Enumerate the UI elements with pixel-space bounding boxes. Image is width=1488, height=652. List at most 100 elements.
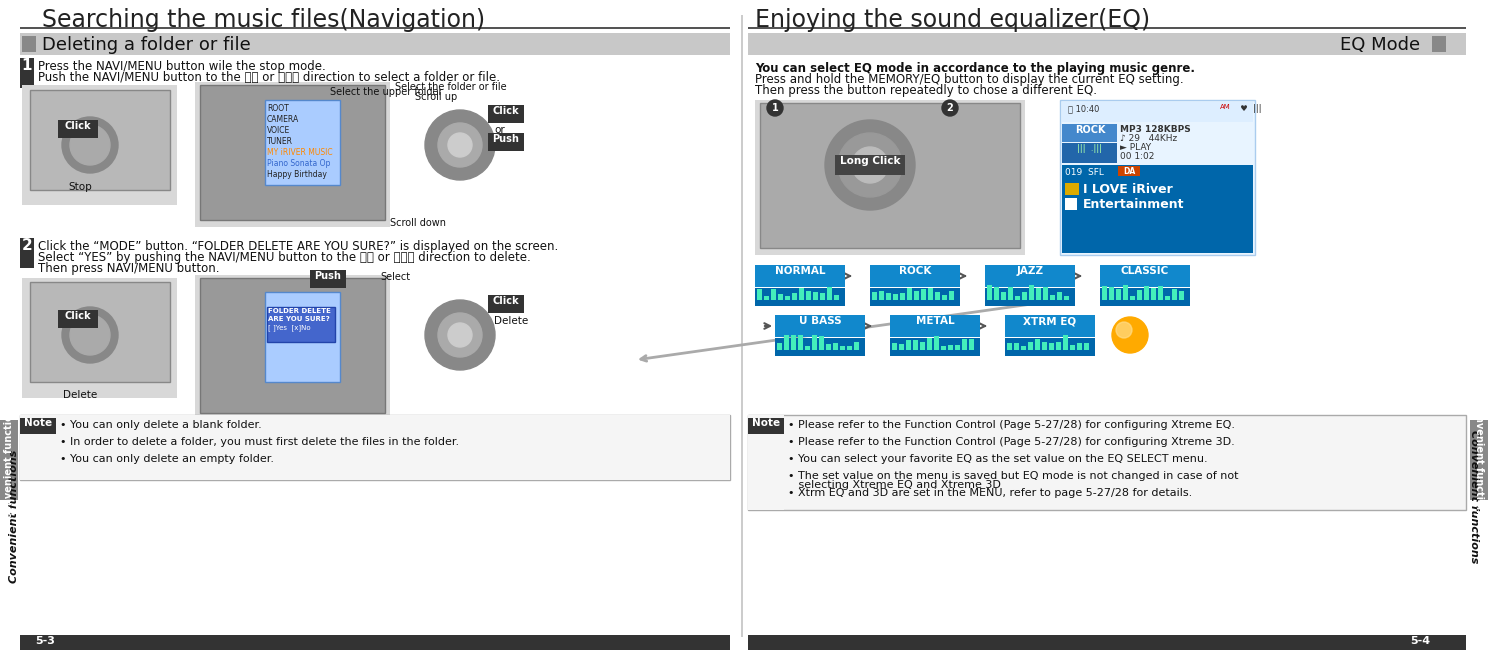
Bar bbox=[748, 415, 1466, 510]
Bar bbox=[914, 289, 920, 300]
Bar bbox=[748, 27, 1466, 29]
Bar bbox=[754, 100, 1025, 255]
Bar bbox=[835, 155, 905, 175]
Text: Delete: Delete bbox=[62, 390, 97, 400]
Bar bbox=[1100, 265, 1190, 287]
Bar bbox=[741, 15, 743, 637]
Circle shape bbox=[448, 133, 472, 157]
Bar bbox=[30, 282, 170, 382]
Text: 1: 1 bbox=[22, 58, 33, 73]
Bar bbox=[0, 420, 18, 500]
Text: Select the upper folder: Select the upper folder bbox=[330, 87, 442, 97]
Bar bbox=[805, 337, 809, 350]
Text: MP3 128KBPS: MP3 128KBPS bbox=[1120, 125, 1190, 134]
Bar bbox=[1152, 285, 1156, 300]
Bar bbox=[955, 345, 960, 350]
Bar bbox=[266, 307, 335, 342]
Text: CLASSIC: CLASSIC bbox=[1120, 266, 1170, 276]
Bar bbox=[775, 338, 865, 356]
Bar bbox=[30, 90, 170, 190]
Text: • You can only delete an empty folder.: • You can only delete an empty folder. bbox=[60, 454, 274, 464]
Bar bbox=[195, 82, 390, 227]
Text: • Please refer to the Function Control (Page 5-27/28) for configuring Xtreme EQ.: • Please refer to the Function Control (… bbox=[789, 420, 1235, 430]
Bar bbox=[58, 120, 98, 138]
Text: 5-3: 5-3 bbox=[36, 636, 55, 646]
Bar bbox=[754, 265, 845, 287]
Bar bbox=[784, 339, 789, 350]
Text: Searching the music files(Navigation): Searching the music files(Navigation) bbox=[42, 8, 485, 32]
Bar bbox=[949, 291, 954, 300]
Bar bbox=[827, 295, 832, 300]
Text: VOICE: VOICE bbox=[266, 126, 290, 135]
Text: ► PLAY: ► PLAY bbox=[1120, 143, 1152, 152]
Text: • You can only delete a blank folder.: • You can only delete a blank folder. bbox=[60, 420, 262, 430]
Bar bbox=[1070, 335, 1074, 350]
Bar bbox=[826, 342, 830, 350]
Text: Convenient functions: Convenient functions bbox=[1475, 401, 1484, 519]
Text: • You can select your favorite EQ as the set value on the EQ SELECT menu.: • You can select your favorite EQ as the… bbox=[789, 454, 1208, 464]
Text: Push: Push bbox=[493, 134, 519, 144]
Circle shape bbox=[62, 117, 118, 173]
Bar bbox=[879, 286, 884, 300]
Bar bbox=[891, 344, 897, 350]
Text: 2: 2 bbox=[22, 238, 33, 253]
Bar bbox=[1117, 166, 1140, 176]
Text: ROCK: ROCK bbox=[899, 266, 931, 276]
Text: 1: 1 bbox=[772, 103, 778, 113]
Bar bbox=[833, 293, 839, 300]
Bar bbox=[1062, 102, 1253, 122]
Text: Push the NAVI/MENU button to the ⏮⏮ or ⏯⏯⏩ direction to select a folder or file.: Push the NAVI/MENU button to the ⏮⏮ or ⏯… bbox=[39, 71, 500, 84]
Text: 5-4: 5-4 bbox=[1409, 636, 1430, 646]
Text: CAMERA: CAMERA bbox=[266, 115, 299, 124]
Bar bbox=[985, 288, 1074, 306]
Text: Scroll down: Scroll down bbox=[390, 218, 446, 228]
Bar bbox=[812, 338, 817, 350]
Circle shape bbox=[62, 307, 118, 363]
Text: Select: Select bbox=[379, 272, 411, 282]
Bar bbox=[847, 337, 853, 350]
Bar bbox=[1158, 288, 1164, 300]
Bar bbox=[934, 336, 939, 350]
Bar bbox=[792, 288, 798, 300]
Bar bbox=[885, 293, 891, 300]
Bar bbox=[1030, 290, 1034, 300]
Text: Enjoying the sound equalizer(EQ): Enjoying the sound equalizer(EQ) bbox=[754, 8, 1150, 32]
Bar bbox=[760, 103, 1019, 248]
Circle shape bbox=[838, 133, 902, 197]
Bar bbox=[19, 58, 34, 88]
Circle shape bbox=[437, 123, 482, 167]
Text: Click: Click bbox=[493, 106, 519, 116]
Bar bbox=[929, 285, 933, 300]
Text: AM: AM bbox=[1220, 104, 1231, 110]
Circle shape bbox=[437, 313, 482, 357]
Bar bbox=[1042, 343, 1048, 350]
Text: I LOVE iRiver: I LOVE iRiver bbox=[1083, 183, 1173, 196]
Bar bbox=[1004, 338, 1095, 356]
Bar bbox=[820, 286, 824, 300]
Bar bbox=[1043, 285, 1048, 300]
Bar bbox=[1049, 342, 1054, 350]
Circle shape bbox=[426, 300, 496, 370]
Bar bbox=[310, 270, 347, 288]
Bar bbox=[1100, 288, 1190, 306]
Bar bbox=[1137, 290, 1141, 300]
Text: Click: Click bbox=[493, 296, 519, 306]
Bar bbox=[1173, 289, 1177, 300]
Text: [ ]Yes  [x]No: [ ]Yes [x]No bbox=[268, 324, 311, 331]
Bar bbox=[818, 340, 824, 350]
Text: Click the “MODE” button. “FOLDER DELETE ARE YOU SURE?” is displayed on the scree: Click the “MODE” button. “FOLDER DELETE … bbox=[39, 240, 558, 253]
Text: or: or bbox=[494, 125, 506, 135]
Text: • In order to delete a folder, you must first delete the files in the folder.: • In order to delete a folder, you must … bbox=[60, 437, 460, 447]
Bar bbox=[19, 415, 731, 480]
Circle shape bbox=[1116, 322, 1132, 338]
Text: Note: Note bbox=[24, 418, 52, 428]
Text: ♥  |||: ♥ ||| bbox=[1235, 104, 1262, 113]
Text: • Please refer to the Function Control (Page 5-27/28) for configuring Xtreme 3D.: • Please refer to the Function Control (… bbox=[789, 437, 1235, 447]
Bar bbox=[199, 278, 385, 413]
Text: Select “YES” by pushing the NAVI/MENU button to the ⏮⏮ or ⏯⏯⏩ direction to delet: Select “YES” by pushing the NAVI/MENU bu… bbox=[39, 251, 531, 264]
Bar bbox=[1129, 290, 1135, 300]
Bar bbox=[890, 338, 981, 356]
Bar bbox=[799, 287, 804, 300]
Text: ROOT: ROOT bbox=[266, 104, 289, 113]
Text: • Xtrm EQ and 3D are set in the MENU, refer to page 5-27/28 for details.: • Xtrm EQ and 3D are set in the MENU, re… bbox=[789, 488, 1192, 498]
